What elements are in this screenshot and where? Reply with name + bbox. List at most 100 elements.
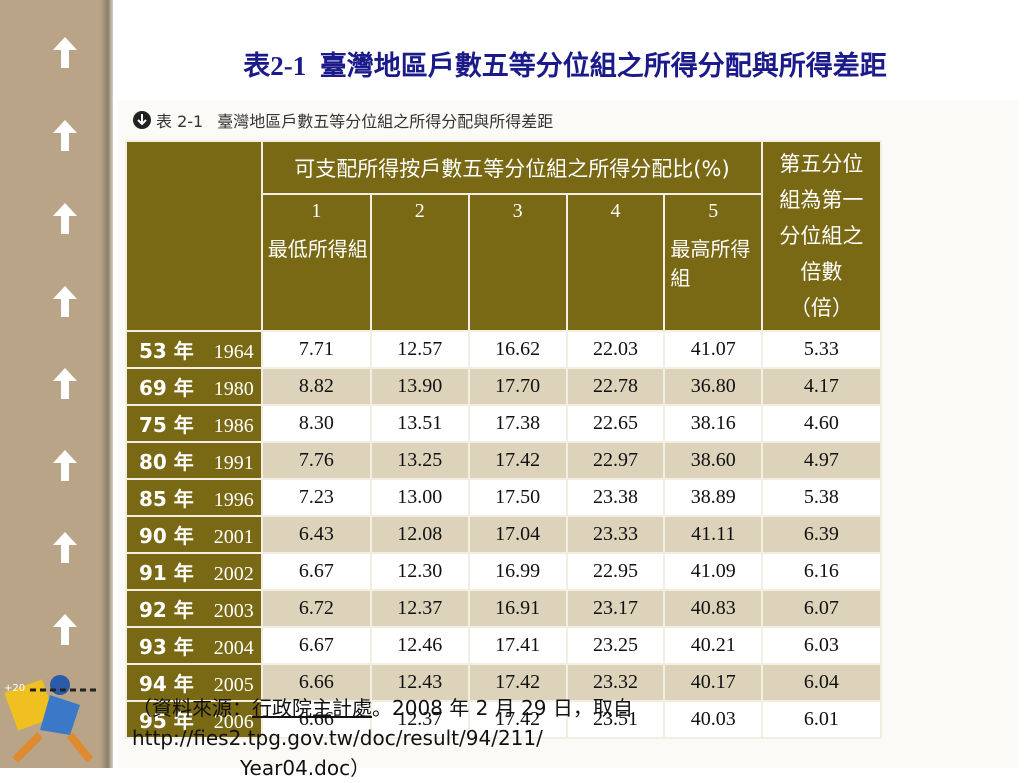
row-year-roc: 75 年 (139, 413, 194, 437)
value-cell: 12.37 (369, 589, 470, 628)
value-cell: 12.57 (369, 330, 470, 369)
row-label: 85 年 1996 (125, 478, 263, 517)
quintile-header: 1 最低所得組 (260, 193, 372, 332)
row-year-roc: 90 年 (139, 524, 194, 548)
quintile-number: 2 (414, 200, 425, 223)
row-label: 75 年 1986 (125, 404, 263, 443)
quintile-number: 5 (708, 200, 719, 223)
value-cell: 6.66 (260, 700, 372, 739)
row-year: 1986 (213, 415, 254, 437)
row-label: 53 年 1964 (125, 330, 263, 369)
value-cell: 6.03 (761, 626, 882, 665)
value-cell: 8.30 (260, 404, 372, 443)
value-cell: 12.08 (369, 515, 470, 554)
quintile-header: 2 (369, 193, 470, 332)
row-year-roc: 93 年 (139, 635, 194, 659)
quintile-number: 4 (610, 200, 621, 223)
value-cell: 7.71 (260, 330, 372, 369)
row-year-roc: 53 年 (139, 339, 194, 363)
row-year: 1980 (213, 378, 254, 400)
value-cell: 22.03 (565, 330, 666, 369)
value-cell: 38.60 (663, 441, 764, 480)
table-panel: 表 2-1 臺灣地區戶數五等分位組之所得分配與所得差距 可支配所得按戶數五等分位組… (118, 100, 1018, 780)
value-cell: 4.60 (761, 404, 882, 443)
data-row: 92 年 2003 6.72 12.37 16.91 23.17 40.83 6.07 (125, 589, 1011, 628)
row-label: 92 年 2003 (125, 589, 263, 628)
value-cell: 16.99 (467, 552, 568, 591)
value-cell: 22.65 (565, 404, 666, 443)
row-year: 2001 (213, 526, 254, 548)
data-row: 94 年 2005 6.66 12.43 17.42 23.32 40.17 6.04 (125, 663, 1011, 702)
value-cell: 23.33 (565, 515, 666, 554)
value-cell: 23.51 (565, 700, 666, 739)
clipart-label: +20 (4, 683, 25, 694)
data-row: 95 年 2006 6.66 12.37 17.42 23.51 40.03 6.01 (125, 700, 1011, 739)
value-cell: 6.66 (260, 663, 372, 702)
data-row: 69 年 1980 8.82 13.90 17.70 22.78 36.80 4.17 (125, 367, 1011, 406)
value-cell: 6.04 (761, 663, 882, 702)
value-cell: 12.30 (369, 552, 470, 591)
value-cell: 17.42 (467, 700, 568, 739)
value-cell: 5.33 (761, 330, 882, 369)
data-row: 53 年 1964 7.71 12.57 16.62 22.03 41.07 5.33 (125, 330, 1011, 369)
row-year-roc: 80 年 (139, 450, 194, 474)
quintile-label: 最低所得組 (267, 237, 368, 262)
value-cell: 17.42 (467, 663, 568, 702)
quintile-header: 5 最高所得組 (663, 193, 764, 332)
value-cell: 13.25 (369, 441, 470, 480)
row-year-roc: 95 年 (139, 709, 194, 733)
row-year: 2005 (213, 674, 254, 696)
row-year-roc: 91 年 (139, 561, 194, 585)
row-year: 1991 (213, 452, 254, 474)
quintile-number: 3 (512, 200, 523, 223)
quintile-header: 3 (467, 193, 568, 332)
header-row: 1 最低所得組 2 3 4 5 最高所得組 (126, 193, 1011, 332)
caption-label: 表 2-1 (156, 112, 204, 131)
value-cell: 23.38 (565, 478, 666, 517)
value-cell: 22.97 (565, 441, 666, 480)
sidebar (0, 0, 113, 768)
value-cell: 12.37 (369, 700, 470, 739)
ratio-header: 第五分位組為第一分位組之倍數（倍） (761, 140, 882, 332)
value-cell: 41.11 (663, 515, 764, 554)
value-cell: 23.17 (565, 589, 666, 628)
value-cell: 22.78 (565, 367, 666, 406)
value-cell: 6.67 (260, 552, 372, 591)
value-cell: 38.89 (663, 478, 764, 517)
row-label: 80 年 1991 (125, 441, 263, 480)
value-cell: 12.46 (369, 626, 470, 665)
value-cell: 36.80 (663, 367, 764, 406)
row-year-roc: 69 年 (139, 376, 194, 400)
value-cell: 6.67 (260, 626, 372, 665)
value-cell: 4.97 (761, 441, 882, 480)
row-year: 2004 (213, 637, 254, 659)
row-year: 1996 (213, 489, 254, 511)
row-label: 93 年 2004 (125, 626, 263, 665)
row-year-roc: 94 年 (139, 672, 194, 696)
value-cell: 5.38 (761, 478, 882, 517)
quintile-label: 最高所得組 (670, 237, 751, 291)
income-table: 可支配所得按戶數五等分位組之所得分配比(%) 第五分位組為第一分位組之倍數（倍） 1… (125, 139, 1012, 739)
data-row: 80 年 1991 7.76 13.25 17.42 22.97 38.60 4.97 (125, 441, 1011, 480)
value-cell: 22.95 (565, 552, 666, 591)
caption-text: 臺灣地區戶數五等分位組之所得分配與所得差距 (217, 112, 554, 131)
row-label: 94 年 2005 (125, 663, 263, 702)
value-cell: 40.17 (663, 663, 764, 702)
value-cell: 41.07 (663, 330, 764, 369)
value-cell: 13.90 (369, 367, 470, 406)
quintile-number: 1 (311, 200, 322, 223)
header-row: 可支配所得按戶數五等分位組之所得分配比(%) 第五分位組為第一分位組之倍數（倍） (125, 139, 1011, 332)
table-caption: 表 2-1 臺灣地區戶數五等分位組之所得分配與所得差距 (132, 108, 567, 132)
row-label: 69 年 1980 (125, 367, 263, 406)
up-arrows (53, 37, 77, 645)
value-cell: 7.76 (260, 441, 372, 480)
value-cell: 6.72 (260, 589, 372, 628)
slide-title: 表2-1 臺灣地區戶數五等分位組之所得分配與所得差距 (243, 51, 887, 81)
source-text: Year04.doc） (240, 756, 371, 780)
value-cell: 8.82 (260, 367, 372, 406)
value-cell: 16.62 (467, 330, 568, 369)
row-year-roc: 92 年 (139, 598, 194, 622)
row-year: 1964 (213, 341, 254, 363)
source-text: 主計處 (312, 696, 372, 720)
value-cell: 17.41 (467, 626, 568, 665)
